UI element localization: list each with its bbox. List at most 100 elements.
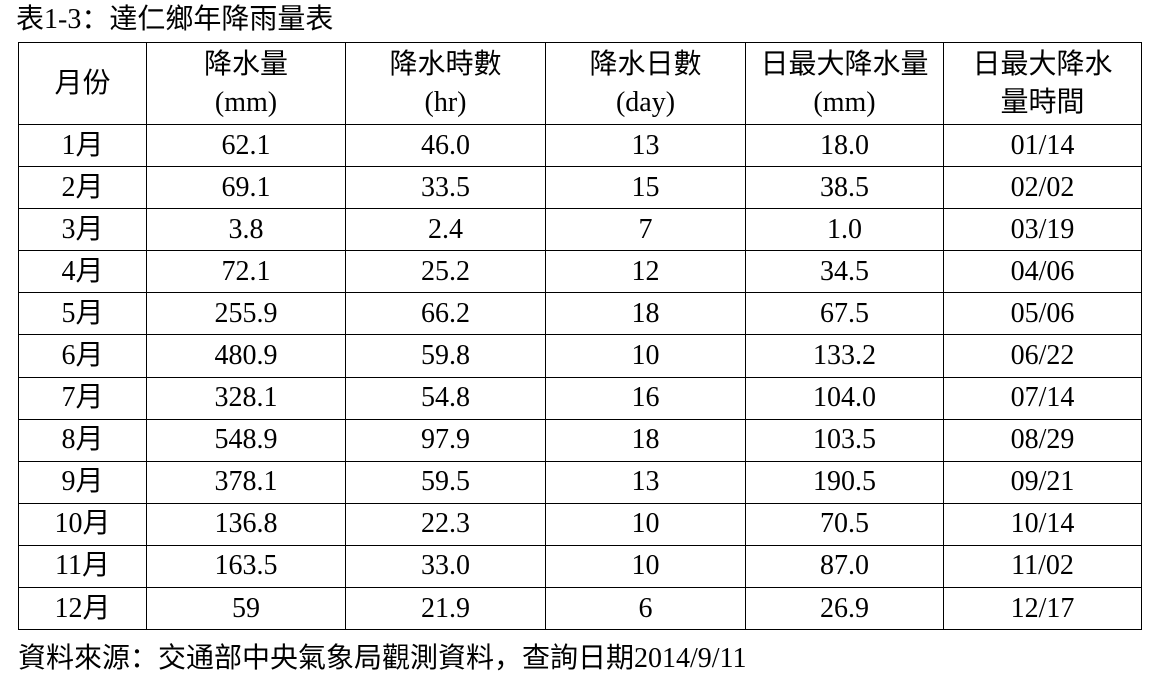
header-line: (day) [615, 86, 676, 118]
header-cell: 日最大降水 量時間 [943, 42, 1142, 125]
month-cell: 1月 [18, 123, 147, 168]
month-cell: 10月 [18, 502, 147, 546]
data-cell: 38.5 [745, 166, 944, 210]
data-cell: 133.2 [745, 334, 944, 378]
header-line: (mm) [214, 86, 278, 118]
header-cell: 月份 [18, 42, 147, 125]
data-cell: 6 [545, 587, 746, 631]
data-cell: 05/06 [943, 292, 1142, 336]
header-row: 月份 降水量 (mm) 降水時數 (hr) 降水日數 (day) 日最大降水量 (mm) 日最大降… [18, 42, 1142, 125]
header-line: 日最大降水 [972, 48, 1113, 80]
table-row: 5月 255.9 66.2 18 67.5 05/06 [18, 292, 1142, 336]
data-cell: 12 [545, 250, 746, 294]
header-line: (hr) [424, 86, 467, 118]
month-cell: 9月 [18, 460, 147, 504]
header-line: 月份 [54, 67, 111, 99]
header-cell: 降水日數 (day) [545, 42, 746, 125]
data-cell: 54.8 [345, 376, 546, 420]
data-cell: 26.9 [745, 587, 944, 631]
data-cell: 72.1 [146, 250, 346, 294]
month-cell: 2月 [18, 166, 147, 210]
data-cell: 10 [545, 334, 746, 378]
data-cell: 46.0 [345, 123, 546, 168]
data-cell: 08/29 [943, 418, 1142, 462]
data-cell: 07/14 [943, 376, 1142, 420]
data-cell: 548.9 [146, 418, 346, 462]
month-cell: 4月 [18, 250, 147, 294]
data-cell: 06/22 [943, 334, 1142, 378]
data-cell: 97.9 [345, 418, 546, 462]
data-cell: 10 [545, 502, 746, 546]
header-line: 降水日數 [589, 48, 702, 80]
data-cell: 163.5 [146, 544, 346, 589]
data-cell: 02/02 [943, 166, 1142, 210]
data-cell: 22.3 [345, 502, 546, 546]
data-cell: 136.8 [146, 502, 346, 546]
data-cell: 67.5 [745, 292, 944, 336]
data-cell: 18 [545, 292, 746, 336]
data-cell: 16 [545, 376, 746, 420]
data-cell: 10 [545, 544, 746, 589]
header-line: 量時間 [1000, 86, 1085, 118]
table-row: 1月 62.1 46.0 13 18.0 01/14 [18, 123, 1142, 168]
table-title: 表1-3：達仁鄉年降雨量表 [16, 4, 334, 35]
data-cell: 70.5 [745, 502, 944, 546]
data-cell: 33.0 [345, 544, 546, 589]
month-cell: 7月 [18, 376, 147, 420]
data-cell: 03/19 [943, 208, 1142, 252]
data-cell: 11/02 [943, 544, 1142, 589]
rainfall-table: 月份 降水量 (mm) 降水時數 (hr) 降水日數 (day) 日最大降水量 (mm) 日最大降… [18, 42, 1142, 631]
data-cell: 10/14 [943, 502, 1142, 546]
data-cell: 34.5 [745, 250, 944, 294]
data-cell: 59.5 [345, 460, 546, 504]
table-row: 2月 69.1 33.5 15 38.5 02/02 [18, 166, 1142, 210]
data-cell: 59 [146, 587, 346, 631]
month-cell: 5月 [18, 292, 147, 336]
data-cell: 18 [545, 418, 746, 462]
table-row: 12月 59 21.9 6 26.9 12/17 [18, 587, 1142, 631]
data-cell: 3.8 [146, 208, 346, 252]
month-cell: 3月 [18, 208, 147, 252]
table-row: 11月 163.5 33.0 10 87.0 11/02 [18, 544, 1142, 589]
data-cell: 480.9 [146, 334, 346, 378]
table-row: 6月 480.9 59.8 10 133.2 06/22 [18, 334, 1142, 378]
table-row: 7月 328.1 54.8 16 104.0 07/14 [18, 376, 1142, 420]
data-cell: 103.5 [745, 418, 944, 462]
data-cell: 25.2 [345, 250, 546, 294]
source-note: 資料來源：交通部中央氣象局觀測資料，查詢日期2014/9/11 [18, 643, 747, 674]
table-body: 1月 62.1 46.0 13 18.0 01/14 2月 69.1 33.5 15 38.5 02/… [18, 123, 1142, 631]
data-cell: 378.1 [146, 460, 346, 504]
header-line: 日最大降水量 [760, 48, 929, 80]
data-cell: 33.5 [345, 166, 546, 210]
data-cell: 62.1 [146, 123, 346, 168]
header-line: (mm) [813, 86, 876, 118]
data-cell: 12/17 [943, 587, 1142, 631]
data-cell: 328.1 [146, 376, 346, 420]
header-cell: 降水量 (mm) [146, 42, 346, 125]
data-cell: 104.0 [745, 376, 944, 420]
data-cell: 59.8 [345, 334, 546, 378]
data-cell: 01/14 [943, 123, 1142, 168]
table-row: 8月 548.9 97.9 18 103.5 08/29 [18, 418, 1142, 462]
data-cell: 18.0 [745, 123, 944, 168]
month-cell: 6月 [18, 334, 147, 378]
table-row: 3月 3.8 2.4 7 1.0 03/19 [18, 208, 1142, 252]
data-cell: 13 [545, 123, 746, 168]
table-row: 10月 136.8 22.3 10 70.5 10/14 [18, 502, 1142, 546]
table-row: 4月 72.1 25.2 12 34.5 04/06 [18, 250, 1142, 294]
data-cell: 13 [545, 460, 746, 504]
data-cell: 2.4 [345, 208, 546, 252]
data-cell: 15 [545, 166, 746, 210]
header-line: 降水時數 [389, 48, 502, 80]
table-row: 9月 378.1 59.5 13 190.5 09/21 [18, 460, 1142, 504]
data-cell: 69.1 [146, 166, 346, 210]
header-line: 降水量 [203, 48, 288, 80]
data-cell: 66.2 [345, 292, 546, 336]
month-cell: 8月 [18, 418, 147, 462]
header-cell: 降水時數 (hr) [345, 42, 546, 125]
month-cell: 12月 [18, 587, 147, 631]
data-cell: 87.0 [745, 544, 944, 589]
header-cell: 日最大降水量 (mm) [745, 42, 944, 125]
data-cell: 190.5 [745, 460, 944, 504]
